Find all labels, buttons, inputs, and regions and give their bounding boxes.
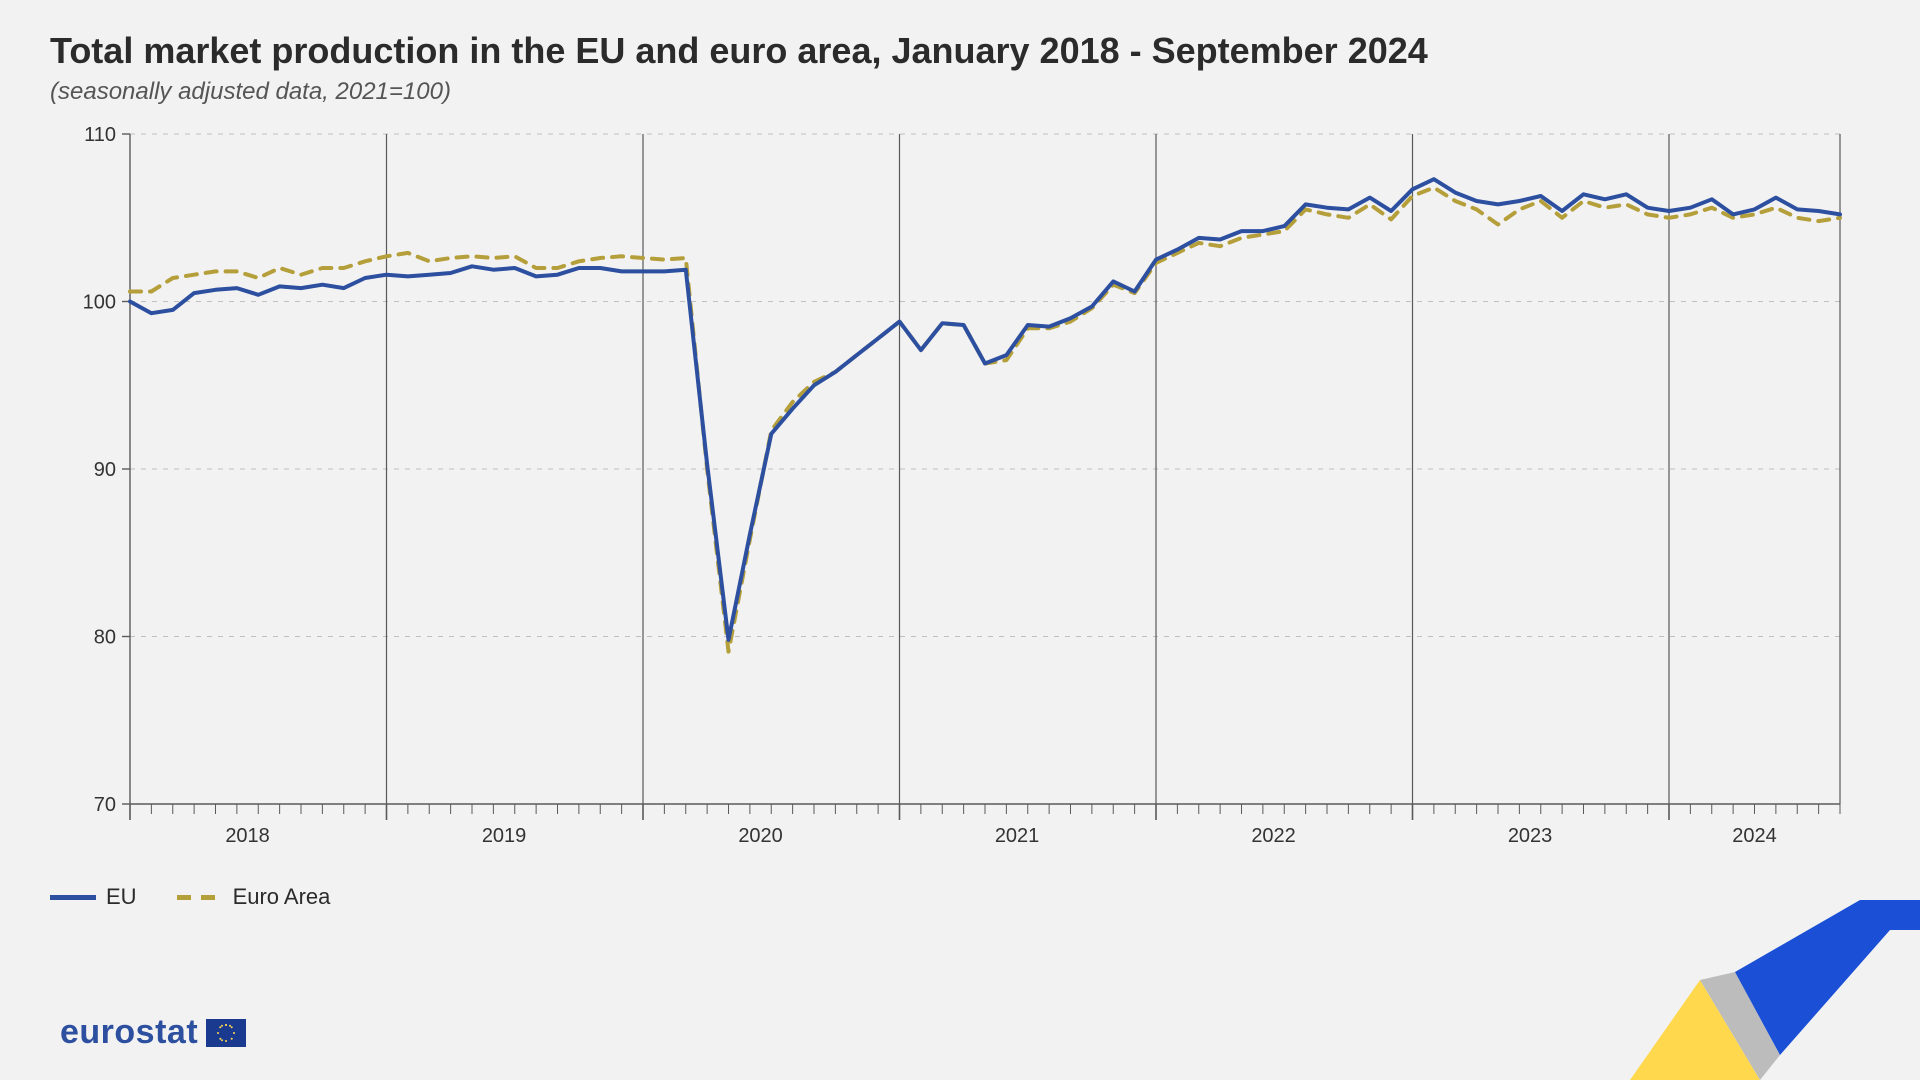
svg-text:2020: 2020 (738, 825, 783, 847)
legend-label-euro-area: Euro Area (233, 884, 331, 910)
svg-text:100: 100 (83, 292, 116, 314)
chart-title: Total market production in the EU and eu… (50, 30, 1870, 72)
svg-text:80: 80 (94, 627, 116, 649)
svg-text:2022: 2022 (1251, 825, 1296, 847)
svg-text:110: 110 (84, 124, 116, 146)
svg-text:2024: 2024 (1732, 825, 1777, 847)
eurostat-wordmark: eurostat (60, 1013, 198, 1052)
corner-swoosh-icon (1560, 900, 1920, 1080)
chart-area: 70 80 90 100 110 2018 2019 2020 2021 2022 2023 2024 (50, 124, 1870, 864)
svg-text:2019: 2019 (482, 825, 527, 847)
svg-text:2021: 2021 (995, 825, 1040, 847)
legend-swatch-eu (50, 895, 96, 900)
line-chart-svg: 70 80 90 100 110 2018 2019 2020 2021 2022 2023 2024 (50, 124, 1870, 864)
legend-label-eu: EU (106, 884, 137, 910)
legend-item-eu: EU (50, 884, 137, 910)
legend-item-euro-area: Euro Area (177, 884, 331, 910)
svg-text:2018: 2018 (225, 825, 270, 847)
svg-text:2023: 2023 (1508, 825, 1553, 847)
legend-swatch-euro-area (177, 895, 223, 900)
chart-subtitle: (seasonally adjusted data, 2021=100) (50, 78, 1870, 106)
eu-flag-icon (206, 1019, 246, 1047)
svg-text:90: 90 (94, 459, 116, 481)
svg-text:70: 70 (94, 794, 116, 816)
eurostat-logo: eurostat (60, 1013, 246, 1052)
